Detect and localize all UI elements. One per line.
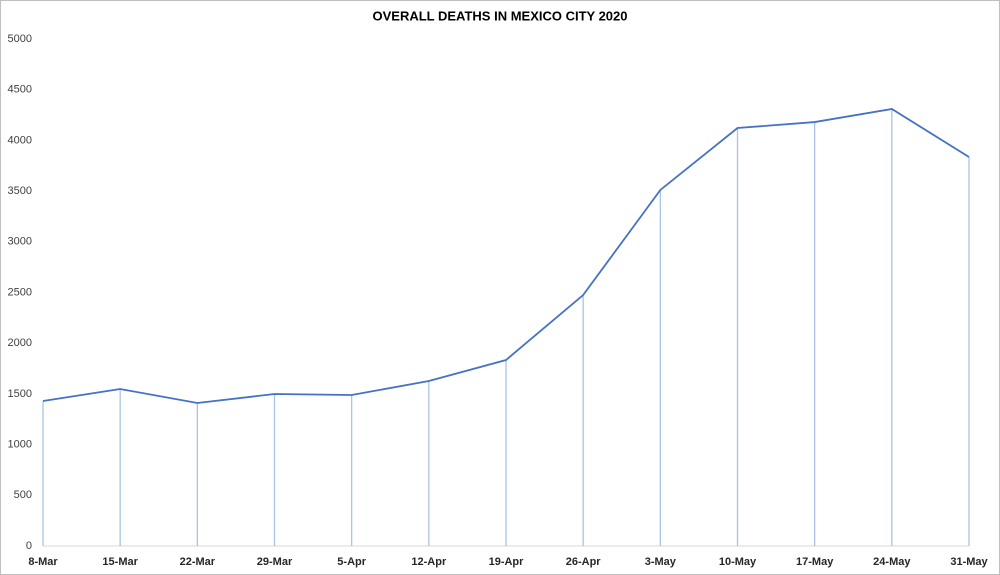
- y-tick-label: 1000: [8, 439, 32, 451]
- y-tick-label: 500: [14, 489, 32, 501]
- data-line: [42, 108, 970, 404]
- x-tick-label: 3-May: [645, 556, 677, 568]
- x-tick-label: 26-Apr: [566, 556, 602, 568]
- x-tick-label: 22-Mar: [180, 556, 216, 568]
- y-tick-label: 3000: [8, 236, 32, 248]
- x-tick-label: 5-Apr: [337, 556, 366, 568]
- y-tick-label: 0: [26, 540, 32, 552]
- y-tick-label: 2000: [8, 337, 32, 349]
- x-tick-label: 19-Apr: [489, 556, 525, 568]
- x-tick-label: 10-May: [719, 556, 757, 568]
- x-tick-label: 31-May: [950, 556, 988, 568]
- x-tick-label: 29-Mar: [257, 556, 293, 568]
- y-tick-label: 2500: [8, 286, 32, 298]
- y-tick-label: 1500: [8, 388, 32, 400]
- y-tick-label: 4500: [8, 84, 32, 96]
- y-tick-label: 4000: [8, 134, 32, 146]
- chart-title: OVERALL DEATHS IN MEXICO CITY 2020: [373, 8, 628, 23]
- x-tick-label: 24-May: [873, 556, 911, 568]
- y-tick-label: 3500: [8, 185, 32, 197]
- y-tick-label: 5000: [8, 33, 32, 45]
- x-tick-label: 8-Mar: [28, 556, 58, 568]
- x-tick-label: 15-Mar: [102, 556, 138, 568]
- x-tick-label: 12-Apr: [411, 556, 447, 568]
- x-tick-label: 17-May: [796, 556, 834, 568]
